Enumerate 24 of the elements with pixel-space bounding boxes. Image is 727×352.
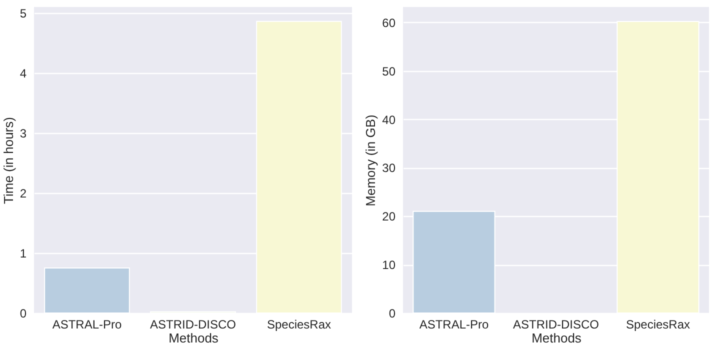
y-tick-label: 0 bbox=[20, 306, 27, 320]
y-tick-label: 50 bbox=[382, 64, 396, 78]
y-tick-label: 60 bbox=[382, 16, 396, 30]
y-tick-label: 2 bbox=[20, 186, 27, 200]
x-axis-title: Methods bbox=[532, 330, 582, 346]
x-tick-label: SpeciesRax bbox=[266, 318, 332, 332]
y-tick-label: 40 bbox=[382, 112, 396, 127]
x-tick-label: ASTRAL-Pro bbox=[419, 318, 489, 332]
x-tick-label: ASTRAL-Pro bbox=[52, 318, 122, 332]
y-tick-label: 20 bbox=[382, 210, 396, 224]
bar bbox=[44, 268, 130, 314]
y-tick-label: 4 bbox=[20, 66, 27, 80]
y-tick-label: 0 bbox=[388, 306, 396, 320]
x-tick-label: SpeciesRax bbox=[626, 318, 690, 332]
y-axis-title: Memory (in GB) bbox=[363, 114, 378, 206]
y-tick-label: 3 bbox=[20, 126, 27, 140]
x-tick-label: ASTRID-DISCO bbox=[150, 318, 236, 332]
y-tick-label: 1 bbox=[20, 246, 27, 260]
y-axis-title: Time (in hours) bbox=[0, 117, 16, 204]
y-tick-label: 30 bbox=[382, 161, 396, 176]
x-tick-label: ASTRID-DISCO bbox=[512, 318, 600, 332]
y-tick-label: 5 bbox=[20, 6, 27, 20]
x-axis-title: Methods bbox=[168, 330, 219, 346]
y-tick-label: 10 bbox=[382, 258, 396, 272]
